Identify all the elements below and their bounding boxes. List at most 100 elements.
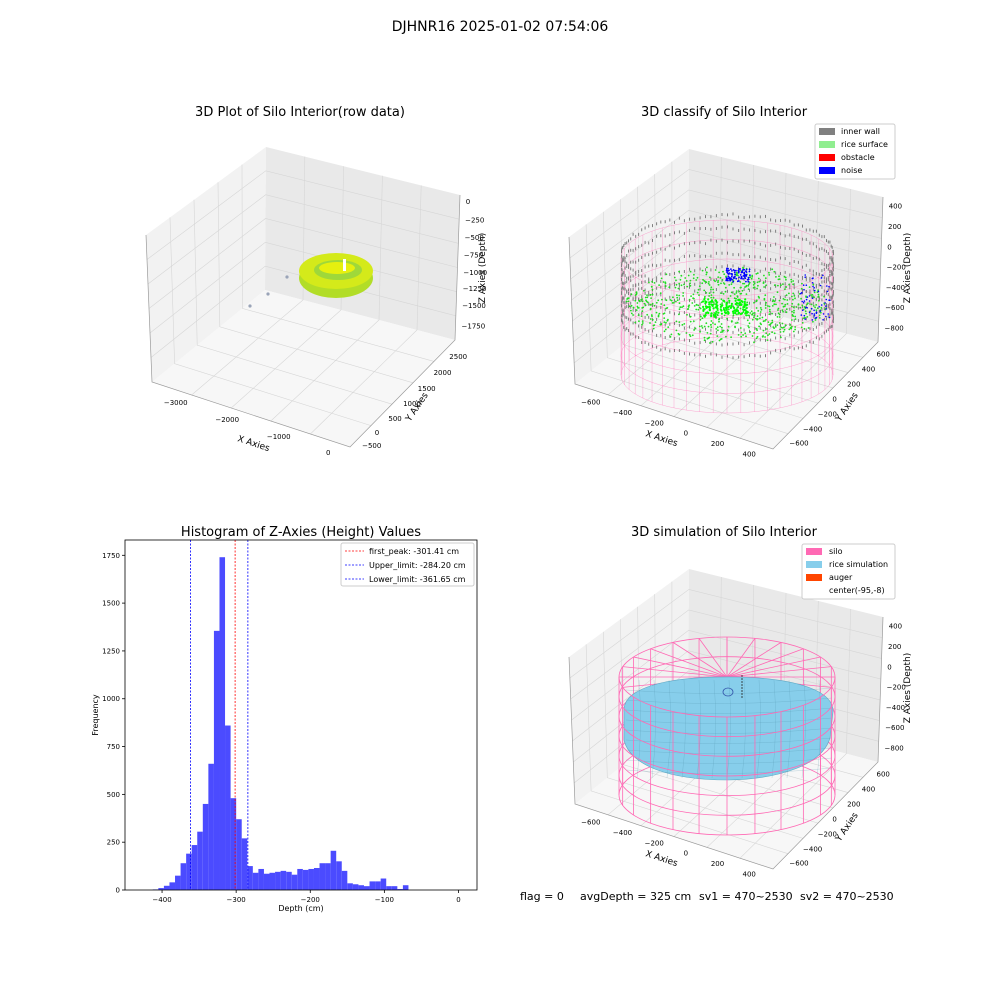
wall-point <box>621 250 622 254</box>
rice-point <box>650 297 652 299</box>
rice-point <box>753 341 755 344</box>
wall-point <box>775 336 777 340</box>
wall-point <box>664 323 666 327</box>
histogram-bar <box>330 850 337 890</box>
wall-point <box>765 257 766 261</box>
rice-point <box>761 316 764 319</box>
rice-point <box>665 299 668 302</box>
rice-point <box>704 305 708 308</box>
wall-point <box>656 345 658 349</box>
noise-point <box>805 298 808 301</box>
wall-point <box>830 256 832 260</box>
rice-point <box>740 331 743 334</box>
rice-point <box>813 291 816 294</box>
wall-point <box>749 255 750 258</box>
y-tick-label: 400 <box>862 786 875 794</box>
wall-point <box>827 263 829 267</box>
wall-point <box>648 293 650 297</box>
rice-point <box>707 298 710 301</box>
rice-point <box>738 290 741 293</box>
rice-point <box>703 339 706 342</box>
rice-point <box>641 300 644 303</box>
wall-point <box>628 288 629 292</box>
wall-point <box>770 324 772 328</box>
rice-point <box>736 306 739 309</box>
wireframe-spoke <box>672 642 728 678</box>
wall-point <box>669 259 671 263</box>
wall-point <box>770 258 772 261</box>
rice-point <box>758 325 760 328</box>
rice-point <box>710 314 713 318</box>
wall-point <box>827 276 829 280</box>
rice-point <box>675 320 678 323</box>
wall-point <box>715 227 717 230</box>
rice-point <box>732 314 735 317</box>
rice-point <box>705 292 708 294</box>
gridline <box>640 164 754 406</box>
wall-point <box>784 282 786 286</box>
wall-point <box>623 287 625 291</box>
wall-point <box>770 218 772 222</box>
noise-point <box>749 274 751 277</box>
rice-point <box>634 321 637 324</box>
rice-point <box>764 304 767 307</box>
rice-point <box>793 311 795 314</box>
x-tick-label: −300 <box>227 896 246 904</box>
noise-point <box>803 300 806 302</box>
rice-point <box>658 312 661 315</box>
rice-point <box>779 331 782 333</box>
noise-point <box>801 291 803 294</box>
rice-point <box>677 332 680 335</box>
wireframe-spoke <box>622 666 728 678</box>
noise-point <box>743 272 745 275</box>
wall-point <box>754 214 756 218</box>
z-tick-labels: 0−250−500−750−1000−1250−1500−1750 <box>462 198 488 331</box>
histogram-bar <box>369 881 376 890</box>
wall-point <box>656 305 658 309</box>
rice-point <box>733 286 735 289</box>
rice-point <box>759 307 762 309</box>
wall-point <box>656 279 658 283</box>
rice-point <box>755 327 758 330</box>
wall-point <box>770 338 772 342</box>
noise-point <box>829 299 831 302</box>
wall-point <box>648 329 650 333</box>
wall-point <box>641 341 643 344</box>
wall-point <box>809 289 811 293</box>
rice-point <box>764 336 766 338</box>
noise-point <box>730 273 732 275</box>
rice-point <box>715 310 718 313</box>
rice-point <box>712 296 715 299</box>
wall-point <box>621 272 623 276</box>
wall-point <box>749 301 750 305</box>
rice-point <box>818 317 821 319</box>
wall-point <box>689 242 690 246</box>
wall-point <box>765 313 766 317</box>
rice-point <box>695 279 698 281</box>
legend-label-noise: noise <box>841 166 862 175</box>
wall-point <box>664 297 666 301</box>
wall-point <box>802 288 803 292</box>
wall-point <box>823 263 825 267</box>
rice-point <box>738 301 742 304</box>
rice-point <box>716 307 719 310</box>
rice-point <box>794 315 797 318</box>
wall-point <box>821 293 823 297</box>
wall-point <box>802 237 803 241</box>
noise-point <box>748 270 751 273</box>
wall-point <box>789 286 791 290</box>
wireframe-spoke <box>726 638 756 678</box>
wall-point <box>732 342 734 346</box>
wall-point <box>710 277 712 281</box>
wall-point <box>622 273 624 277</box>
rice-point <box>766 339 769 341</box>
noise-point <box>813 309 815 312</box>
wall-point <box>775 229 777 233</box>
wall-point <box>805 228 807 232</box>
wall-point <box>694 269 696 273</box>
wall-point <box>621 318 622 322</box>
rice-point <box>781 302 783 305</box>
histogram-bar <box>363 886 370 890</box>
wall-point <box>743 227 745 231</box>
